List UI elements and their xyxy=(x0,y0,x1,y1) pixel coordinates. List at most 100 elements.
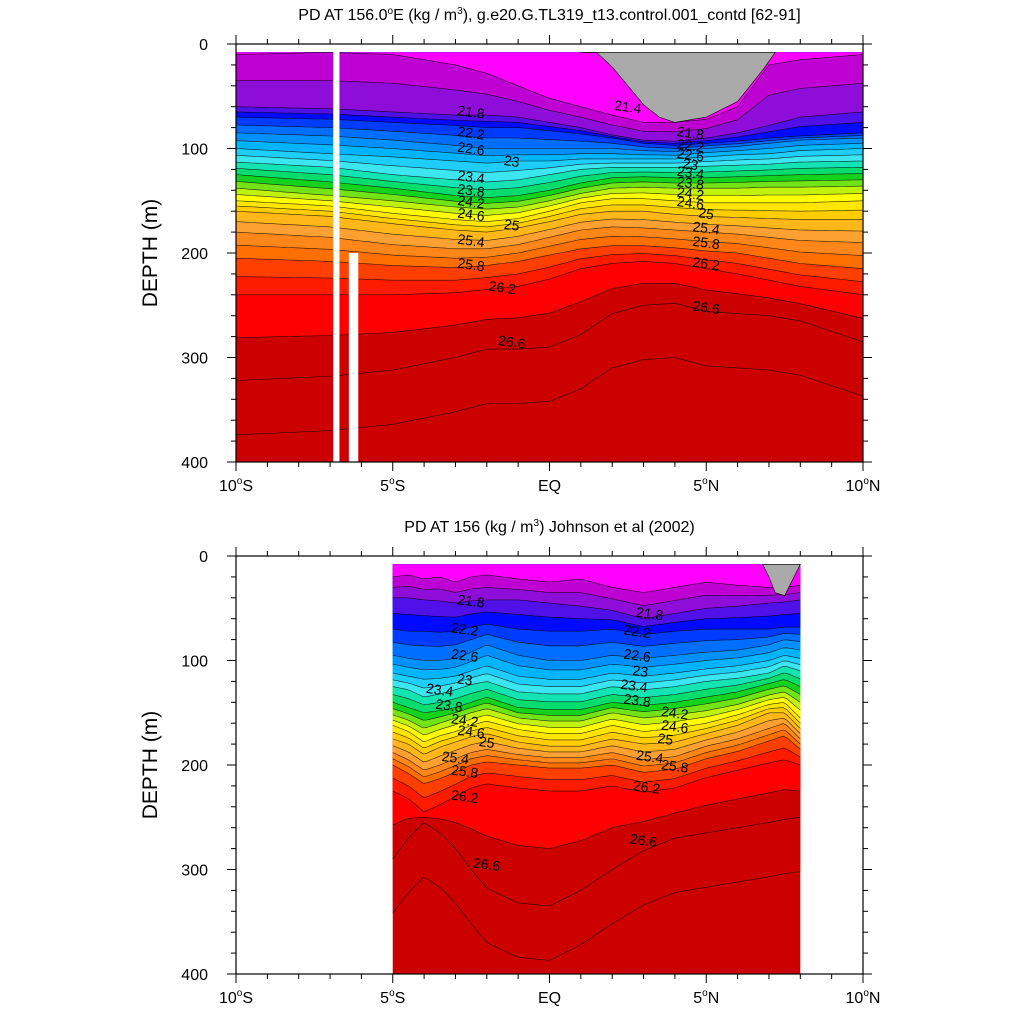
contour-line-24.2 xyxy=(236,185,863,210)
x-tick-label: EQ xyxy=(538,990,561,1007)
contour-label: 25.4 xyxy=(692,218,721,238)
contour-label: 25 xyxy=(657,730,675,748)
contour-label: 21.4 xyxy=(613,97,642,117)
contour-label: 24.2 xyxy=(676,184,705,204)
contour-line-24.4 xyxy=(236,192,863,216)
contour-label: 23.8 xyxy=(676,173,705,193)
contour-line-23.2 xyxy=(392,660,801,689)
y-tick-label: 300 xyxy=(181,863,208,880)
contour-label: 26.6 xyxy=(692,298,721,318)
contour-line-26.2 xyxy=(236,261,863,296)
contour-line-23.4 xyxy=(392,665,801,698)
contour-line-22 xyxy=(236,111,863,144)
contour-line-23.8 xyxy=(236,173,863,198)
contour-label: 21.8 xyxy=(457,591,486,611)
contour-label: 24.2 xyxy=(450,710,479,730)
contour-line-26 xyxy=(392,747,801,798)
y-tick-label: 400 xyxy=(181,967,208,984)
contour-line-24.6 xyxy=(392,702,801,742)
contour-label: 22.2 xyxy=(457,123,486,143)
x-tick-label: 10oN xyxy=(846,988,881,1007)
contour-label: 22.6 xyxy=(623,645,652,665)
contour-line-22.2 xyxy=(392,623,801,635)
contour-line-26.8 xyxy=(236,357,863,436)
contour-line-25.6 xyxy=(236,235,863,259)
y-tick-label: 200 xyxy=(181,246,208,263)
y-tick-label: 400 xyxy=(181,455,208,472)
contour-label: 24.6 xyxy=(457,722,486,742)
density-field xyxy=(236,44,863,462)
contour-line-22.8 xyxy=(236,140,863,157)
y-tick-label: 300 xyxy=(181,351,208,368)
contour-label: 23.8 xyxy=(623,690,652,710)
contour-label: 22.2 xyxy=(623,621,652,641)
observed-density-panel: 21.822.222.62323.423.824.224.62525.425.8… xyxy=(139,518,880,1007)
contour-label: 26.2 xyxy=(692,254,721,274)
contour-label: 22.6 xyxy=(450,645,479,665)
contour-line-25.2 xyxy=(236,218,863,241)
y-tick-label: 100 xyxy=(181,654,208,671)
contour-line-26 xyxy=(236,253,863,282)
contour-line-22 xyxy=(392,611,801,627)
contour-label: 22.6 xyxy=(676,145,705,165)
contour-label: 21.8 xyxy=(676,123,705,143)
contour-line-25.4 xyxy=(236,226,863,250)
contour-label: 25 xyxy=(697,204,715,222)
y-tick-label: 100 xyxy=(181,142,208,159)
contour-line-23 xyxy=(392,655,801,680)
x-tick-label: 10oS xyxy=(219,476,253,495)
contour-line-25.8 xyxy=(236,245,863,269)
contour-label: 23 xyxy=(682,155,700,173)
y-axis-label: DEPTH (m) xyxy=(139,199,162,308)
missing-data-mask xyxy=(579,52,776,123)
contour-label: 25.4 xyxy=(441,748,470,768)
contour-label: 26.2 xyxy=(632,777,661,797)
contour-label: 24.2 xyxy=(660,703,689,723)
contour-line-23.8 xyxy=(392,679,801,713)
contour-line-22.8 xyxy=(392,647,801,671)
contour-line-25.6 xyxy=(392,729,801,777)
contour-label: 26.2 xyxy=(450,787,479,807)
chart-title: PD AT 156 (kg / m3) Johnson et al (2002) xyxy=(404,518,694,536)
contour-line-26.2 xyxy=(392,759,801,812)
x-tick-label: 10oN xyxy=(846,476,881,495)
contour-line-23.2 xyxy=(236,154,863,173)
contour-line-26.6 xyxy=(236,302,863,381)
contour-line-24.4 xyxy=(392,696,801,736)
contour-label: 22.2 xyxy=(450,619,479,639)
contour-line-23.6 xyxy=(392,672,801,705)
contour-label: 25.8 xyxy=(692,233,721,253)
contour-line-21.8 xyxy=(236,106,863,142)
contour-line-24 xyxy=(236,179,863,204)
chart-title: PD AT 156.0oE (kg / m3), g.e20.G.TL319_t… xyxy=(298,6,800,24)
y-tick-label: 0 xyxy=(199,549,208,566)
contour-line-22.6 xyxy=(236,132,863,152)
contour-label: 22.6 xyxy=(457,139,486,159)
contour-line-25.2 xyxy=(392,717,801,763)
contour-label: 23.4 xyxy=(620,676,649,696)
x-tick-label: 5oS xyxy=(380,988,405,1007)
contour-line-24.6 xyxy=(236,198,863,223)
contour-label: 23 xyxy=(632,662,650,680)
contour-label: 25.8 xyxy=(457,255,486,275)
contour-line-25.4 xyxy=(392,723,801,771)
contour-label: 25.8 xyxy=(660,756,689,776)
contour-line-25 xyxy=(392,712,801,755)
contour-label: 25.4 xyxy=(635,747,664,767)
x-tick-label: 10oS xyxy=(219,988,253,1007)
contour-label: 25 xyxy=(478,733,496,751)
contour-label: 23.8 xyxy=(435,696,464,716)
contour-label: 24.6 xyxy=(457,205,486,225)
contour-line-24.8 xyxy=(392,707,801,749)
contour-line-23.6 xyxy=(236,167,863,191)
contour-line-24 xyxy=(392,685,801,721)
contour-label: 21.8 xyxy=(635,604,664,624)
contour-label: 24.6 xyxy=(676,193,705,213)
contour-line-22.4 xyxy=(236,124,863,149)
data-gap-1 xyxy=(348,253,359,462)
contour-line-24.8 xyxy=(236,204,863,228)
y-tick-label: 0 xyxy=(199,37,208,54)
density-field xyxy=(392,564,801,974)
contour-line-21.6 xyxy=(392,586,801,606)
contour-label: 21.8 xyxy=(457,102,486,122)
